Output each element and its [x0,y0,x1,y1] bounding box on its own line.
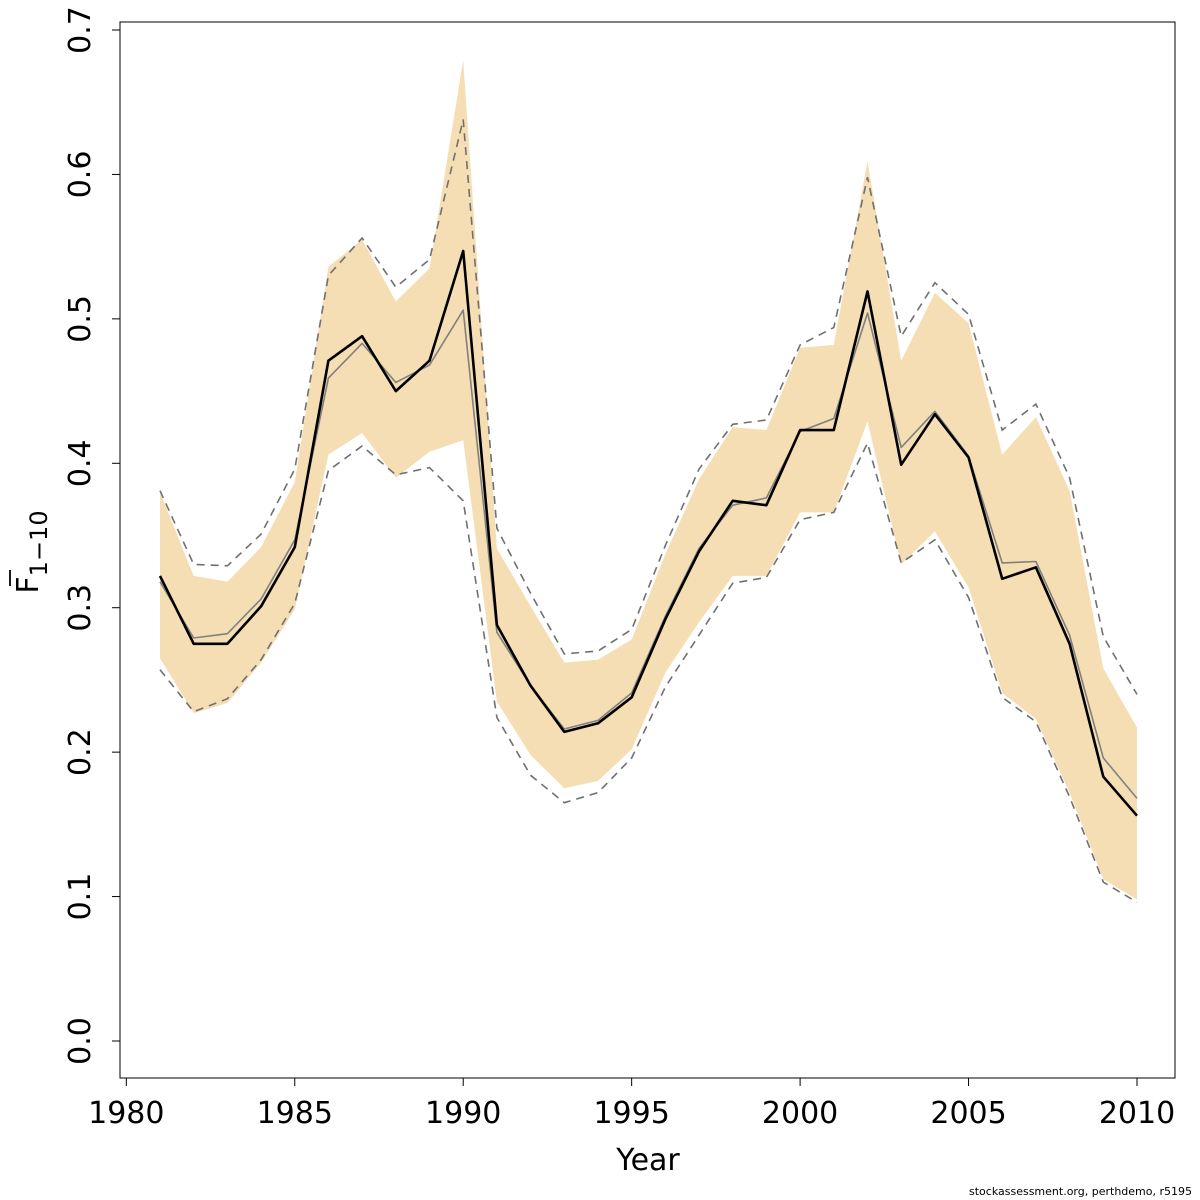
y-axis-title: F1−10 [9,510,53,594]
y-tick-label: 0.2 [63,728,98,776]
confidence-band-layer [160,60,1137,900]
y-axis-title-main: F [11,576,46,593]
y-tick-label: 0.1 [63,873,98,921]
y-tick-label-group: 0.5 [63,295,98,343]
footer-credit: stockassessment.org, perthdemo, r5195 [969,1185,1192,1198]
y-axis: 0.0 0.1 0.2 0.3 0.4 0.5 0.6 0.7 [63,6,121,1065]
y-tick-label-group: 0.1 [63,873,98,921]
dashed-upper-bound [159,119,1138,695]
x-tick-label: 1990 [425,1096,501,1131]
y-tick-label: 0.4 [63,439,98,487]
x-tick-label: 2000 [762,1096,838,1131]
y-tick-label: 0.3 [63,584,98,632]
confidence-band [160,60,1137,900]
svg-text:F1−10: F1−10 [11,510,53,593]
y-tick-label-group: 0.4 [63,439,98,487]
y-tick-label: 0.0 [63,1017,98,1065]
y-tick-label: 0.6 [63,151,98,199]
x-tick-label: 1985 [257,1096,333,1131]
y-axis-title-subscript: 1−10 [25,510,53,576]
x-tick-label: 1980 [88,1096,164,1131]
y-tick-label-group: 0.3 [63,584,98,632]
x-axis-title: Year [615,1143,680,1178]
y-tick-label-group: 0.7 [63,6,98,54]
series-line-estimate [158,249,1138,817]
y-tick-label-group: 0.6 [63,151,98,199]
y-tick-label-group: 0.2 [63,728,98,776]
x-tick-label: 2010 [1099,1096,1175,1131]
y-tick-label: 0.7 [63,6,98,54]
x-axis: 1980 1985 1990 1995 2000 2005 2010 [88,1077,1175,1131]
x-tick-label: 1995 [593,1096,669,1131]
x-tick-label: 2005 [930,1096,1006,1131]
series-layer [158,249,1138,817]
y-tick-label: 0.5 [63,295,98,343]
dashed-lower-bound [159,440,1138,903]
y-tick-label-group: 0.0 [63,1017,98,1065]
dashed-bounds-layer [159,119,1138,903]
